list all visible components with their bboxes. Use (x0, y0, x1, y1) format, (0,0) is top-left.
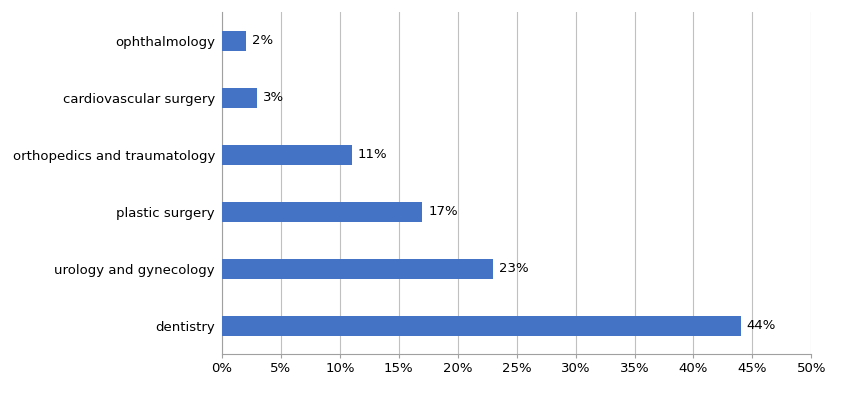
Text: 3%: 3% (263, 91, 284, 104)
Bar (222, 88, 257, 108)
Bar (222, 202, 422, 222)
Text: 2%: 2% (252, 34, 272, 47)
Bar (222, 145, 351, 165)
Text: 23%: 23% (498, 262, 528, 275)
Bar (222, 31, 246, 51)
Bar (222, 316, 740, 335)
Text: 11%: 11% (357, 148, 386, 161)
Text: 17%: 17% (428, 205, 457, 218)
Bar (222, 259, 492, 278)
Text: 44%: 44% (746, 319, 775, 332)
